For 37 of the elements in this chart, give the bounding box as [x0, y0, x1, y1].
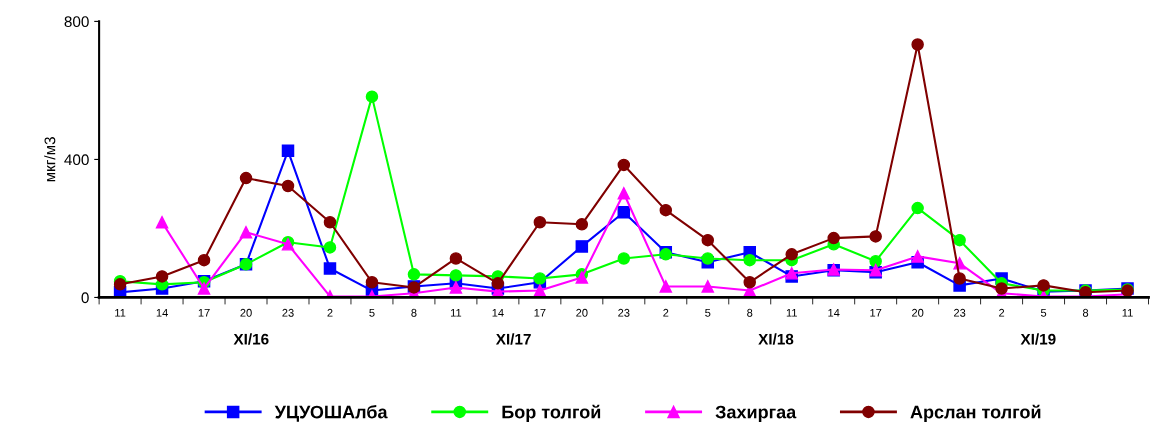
text: XI/19	[1020, 333, 1056, 345]
x-tick-label: 8	[1082, 308, 1089, 317]
text: XI/18	[758, 333, 794, 345]
x-tick-label: 8	[411, 308, 417, 317]
x-tick-label: 14	[156, 308, 168, 317]
y-axis-title: мкг/м3	[44, 137, 56, 182]
x-tick-label: 11	[786, 308, 797, 317]
legend-label: Арслан толгой	[910, 404, 1041, 422]
x-tick-label: 20	[912, 308, 924, 317]
x-tick-label: 11	[450, 308, 462, 317]
x-tick-label: 5	[705, 308, 711, 317]
y-tick-label: 0	[81, 292, 89, 304]
x-tick-label: 2	[999, 308, 1005, 317]
legend-label: Бор толгой	[502, 404, 601, 422]
x-tick-label: 2	[663, 308, 669, 317]
text: XI/16	[233, 333, 269, 345]
x-tick-label: 17	[198, 308, 210, 317]
x-tick-label: 17	[870, 308, 882, 317]
x-tick-label: 8	[747, 308, 753, 317]
text: XI/17	[495, 333, 531, 345]
x-tick-label: 23	[282, 308, 294, 317]
x-tick-label: 20	[576, 308, 588, 317]
x-tick-label: 2	[327, 308, 333, 317]
x-tick-label: 5	[369, 308, 375, 317]
x-tick-label: 23	[618, 308, 630, 317]
legend-label: УЦУОШАлба	[274, 405, 388, 422]
x-tick-label: 17	[534, 308, 546, 317]
legend-label: Захиргаа	[715, 405, 797, 422]
x-tick-label: 23	[954, 308, 966, 317]
x-tick-label: 11	[115, 308, 126, 317]
x-tick-label: 20	[240, 308, 252, 317]
y-tick-label: 800	[64, 16, 89, 28]
x-tick-label: 14	[828, 308, 840, 317]
x-tick-label: 5	[1040, 308, 1047, 317]
x-tick-label: 11	[1122, 308, 1133, 317]
y-tick-label: 400	[64, 154, 89, 166]
x-tick-label: 14	[492, 308, 504, 317]
